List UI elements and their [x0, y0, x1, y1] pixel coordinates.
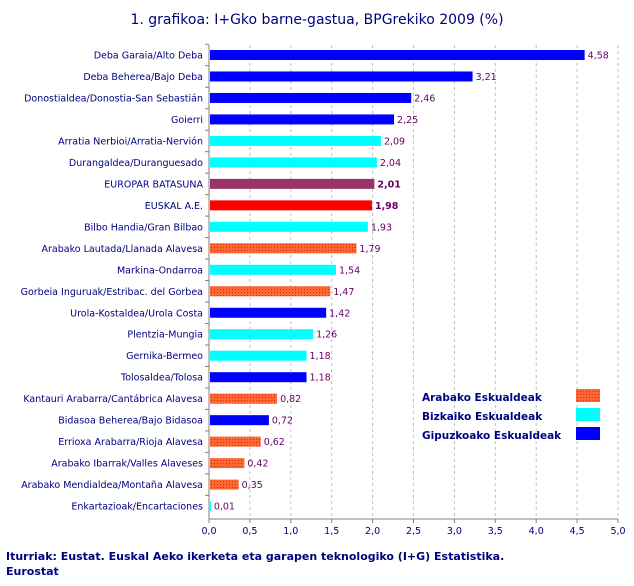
bar [210, 50, 585, 60]
value-label: 0,35 [242, 480, 263, 491]
bar [210, 71, 473, 82]
bar [210, 243, 357, 254]
bar-chart: 1. grafikoa: I+Gko barne-gastua, BPGreki… [21, 12, 626, 537]
legend-swatch [576, 389, 600, 402]
value-label: 1,42 [329, 308, 350, 319]
legend-swatch [576, 408, 600, 421]
x-tick-label: 0,0 [201, 526, 216, 537]
category-label: Bidasoa Beherea/Bajo Bidasoa [58, 416, 203, 427]
value-label: 0,62 [264, 437, 285, 448]
value-label: 0,01 [214, 502, 235, 513]
value-label: 2,01 [377, 179, 400, 190]
bar [210, 178, 375, 189]
legend-label: Bizkaiko Eskualdeak [422, 411, 543, 423]
bar [210, 393, 278, 404]
source-line-2: Eurostat [6, 565, 59, 578]
category-label: Tolosaldea/Tolosa [120, 373, 203, 384]
category-label: Goierri [171, 115, 203, 126]
value-label: 1,93 [371, 222, 392, 233]
bar [210, 307, 327, 318]
value-label: 2,09 [384, 136, 405, 147]
value-label: 2,25 [397, 115, 418, 126]
source-note: Iturriak: Eustat. Euskal Aeko ikerketa e… [6, 549, 504, 579]
legend-label: Gipuzkoako Eskualdeak [422, 430, 562, 442]
value-label: 2,04 [380, 158, 401, 169]
category-label: Bilbo Handia/Gran Bilbao [84, 222, 203, 233]
category-label: Deba Beherea/Bajo Deba [83, 72, 203, 83]
bar [210, 157, 377, 168]
x-tick-label: 0,5 [242, 526, 257, 537]
bar [210, 436, 261, 447]
category-label: EUROPAR BATASUNA [104, 179, 203, 190]
category-label: Markina-Ondarroa [117, 265, 203, 276]
category-label: Donostialdea/Donostia-San Sebastián [24, 93, 203, 104]
category-label: Arratia Nerbioi/Arratia-Nervión [58, 136, 203, 147]
category-label: Urola-Kostaldea/Urola Costa [70, 308, 203, 319]
category-label: Kantauri Arabarra/Cantábrica Alavesa [23, 394, 203, 405]
x-tick-label: 4,0 [529, 526, 544, 537]
x-tick-label: 4,5 [570, 526, 585, 537]
category-label: Gorbeia Inguruak/Estribac. del Gorbea [21, 287, 203, 298]
value-label: 1,18 [310, 351, 331, 362]
value-label: 1,26 [316, 330, 337, 341]
bar [210, 286, 331, 297]
bar [210, 221, 368, 232]
bar [210, 479, 239, 490]
value-label: 0,82 [280, 394, 301, 405]
bar [210, 501, 211, 512]
source-line-1: Iturriak: Eustat. Euskal Aeko ikerketa e… [6, 550, 505, 563]
legend-swatch [576, 427, 600, 440]
bar [210, 135, 381, 146]
value-label: 1,47 [333, 287, 354, 298]
value-label: 1,98 [375, 201, 399, 212]
bar [210, 372, 307, 383]
x-tick-label: 3,5 [488, 526, 503, 537]
category-label: Errioxa Arabarra/Rioja Alavesa [58, 437, 203, 448]
category-label: Arabako Ibarrak/Valles Alaveses [51, 459, 203, 470]
bar [210, 458, 245, 469]
value-label: 0,72 [272, 416, 293, 427]
category-label: Arabako Mendialdea/Montaña Alavesa [21, 480, 203, 491]
legend-label: Arabako Eskualdeak [422, 392, 543, 404]
bar [210, 350, 307, 361]
x-tick-label: 5,0 [610, 526, 625, 537]
bar [210, 415, 269, 426]
bar [210, 114, 395, 125]
category-label: EUSKAL A.E. [145, 201, 203, 212]
category-label: Deba Garaia/Alto Deba [94, 51, 203, 62]
category-label: Durangaldea/Duranguesado [69, 158, 203, 169]
value-label: 4,58 [588, 51, 609, 62]
value-label: 1,54 [339, 265, 360, 276]
x-tick-label: 1,0 [283, 526, 298, 537]
bar [210, 92, 412, 103]
bar [210, 200, 372, 211]
x-tick-label: 1,5 [324, 526, 339, 537]
category-label: Gernika-Bermeo [126, 351, 203, 362]
bar [210, 329, 314, 340]
value-label: 0,42 [247, 459, 268, 470]
value-label: 1,79 [359, 244, 380, 255]
x-tick-label: 2,0 [365, 526, 380, 537]
category-label: Enkartazioak/Encartaciones [71, 502, 203, 513]
value-label: 3,21 [476, 72, 497, 83]
chart-title: 1. grafikoa: I+Gko barne-gastua, BPGreki… [130, 12, 503, 28]
x-tick-label: 2,5 [406, 526, 421, 537]
value-label: 1,18 [310, 373, 331, 384]
bar [210, 264, 336, 275]
value-label: 2,46 [414, 93, 435, 104]
x-tick-label: 3,0 [447, 526, 462, 537]
category-label: Plentzia-Mungia [127, 330, 203, 341]
category-label: Arabako Lautada/Llanada Alavesa [42, 244, 203, 255]
